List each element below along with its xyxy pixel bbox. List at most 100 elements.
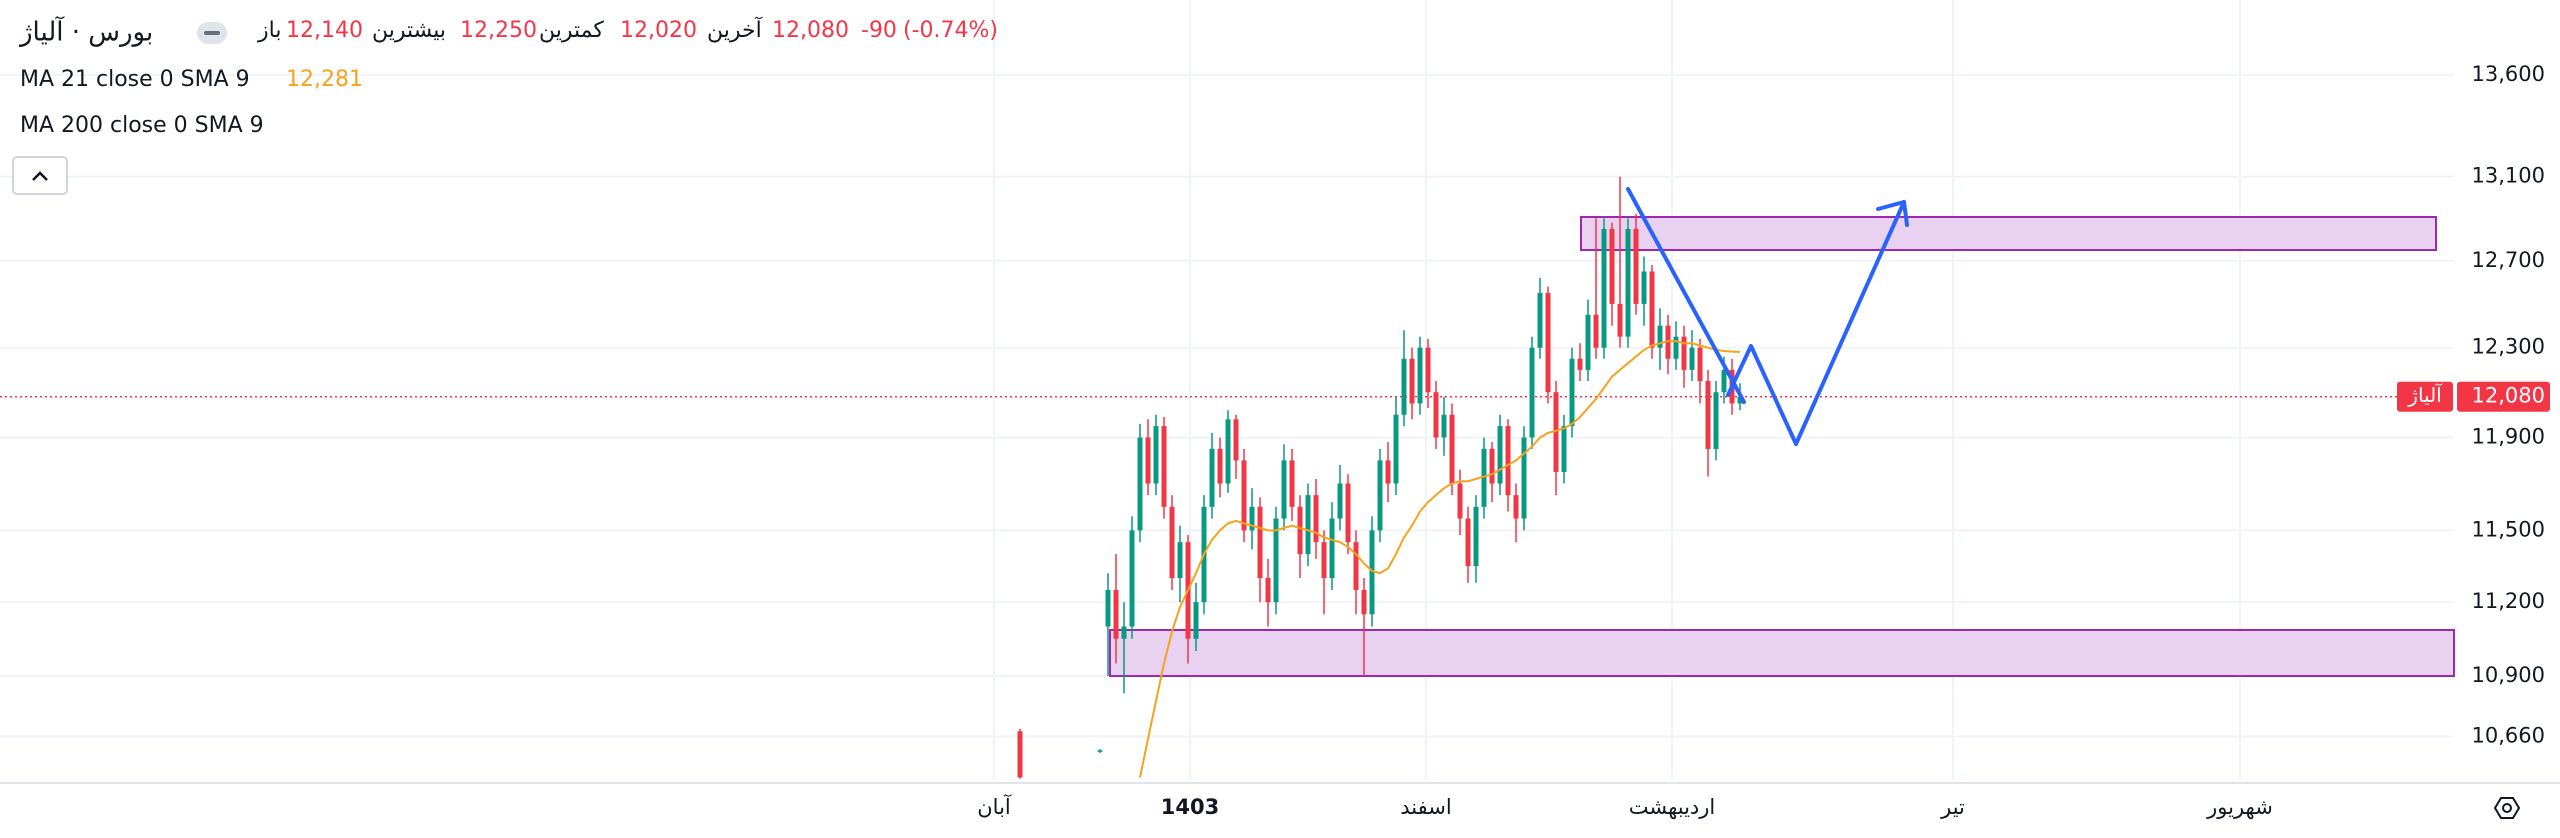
toggle-icon: [204, 31, 220, 35]
settings-icon: [2493, 797, 2521, 819]
candle-body: [1433, 392, 1439, 438]
change: -90: [861, 18, 897, 43]
zone-upper: [1580, 216, 2437, 251]
settings-button[interactable]: [2493, 797, 2521, 819]
candle-body: [1681, 336, 1687, 370]
candle-body: [1169, 506, 1175, 578]
candle-body: [1353, 542, 1359, 591]
candle-body: [1097, 750, 1103, 752]
candle-body: [1241, 460, 1247, 531]
collapse-button[interactable]: [12, 156, 68, 195]
candle-body: [1401, 358, 1407, 415]
last-value: 12,080: [772, 18, 849, 43]
candle-body: [1265, 577, 1271, 603]
candle-body: [1137, 437, 1143, 531]
candle-body: [1497, 426, 1503, 484]
candle-body: [1465, 518, 1471, 567]
open-label: باز: [257, 18, 281, 43]
candle-body: [1553, 392, 1559, 472]
candle-body: [1273, 518, 1279, 603]
y-tick-label: 12,700: [2472, 248, 2545, 272]
candle-body: [1713, 392, 1719, 449]
candle-body: [1705, 381, 1711, 449]
candle-body: [1337, 483, 1343, 519]
candle-body: [1513, 495, 1519, 519]
settings-icon-center: [2502, 803, 2512, 813]
candle-body: [1505, 426, 1511, 496]
trend-drawings: [1626, 187, 1909, 446]
candle-body: [1569, 358, 1575, 427]
change-percent: (-0.74%): [903, 18, 998, 43]
chevron: [32, 171, 48, 181]
x-tick-label: اسفند: [1400, 795, 1451, 819]
candle-body: [1121, 626, 1127, 639]
y-tick-label: 11,900: [2472, 424, 2545, 448]
x-tick-label: آبان: [977, 794, 1012, 819]
y-tick-label: 13,600: [2472, 62, 2545, 86]
candle-body: [1721, 369, 1727, 393]
candle-body: [1641, 271, 1647, 304]
candle-body: [1217, 448, 1223, 484]
candle-body: [1521, 437, 1527, 519]
candle-body: [1145, 437, 1151, 484]
ma21-legend[interactable]: MA 21 close 0 SMA 9: [20, 67, 250, 92]
zone-lower: [1109, 629, 2455, 677]
candle-body: [1281, 460, 1287, 519]
candle-body: [1321, 542, 1327, 578]
candle-body: [1409, 358, 1415, 404]
low-value: 12,020: [620, 18, 697, 43]
candle-body: [1369, 530, 1375, 615]
candle-body: [1161, 426, 1167, 507]
ma-line: [1139, 340, 1741, 778]
candle-body: [1481, 448, 1487, 507]
ma21-value: 12,281: [286, 67, 363, 92]
candle-body: [1233, 419, 1239, 461]
x-tick-label: اردیبهشت: [1629, 795, 1716, 819]
candle-body: [1441, 414, 1447, 438]
candle-body: [1393, 414, 1399, 484]
candle-body: [1649, 271, 1655, 348]
candle-body: [1297, 506, 1303, 555]
candle-body: [1545, 293, 1551, 393]
x-tick-label: شهریور: [2206, 795, 2273, 819]
price-tag-bg: [2457, 381, 2550, 412]
candle-body: [1449, 414, 1455, 484]
candle-body: [1425, 347, 1431, 393]
candle-body: [1153, 426, 1159, 484]
candle-body: [1177, 542, 1183, 578]
candle-body: [1129, 530, 1135, 627]
candle-body: [1593, 314, 1599, 348]
candle-body: [1377, 460, 1383, 531]
candle-body: [1193, 602, 1199, 639]
trend-line: [1626, 187, 1746, 404]
candle-body: [1209, 448, 1215, 507]
candle-body: [1313, 495, 1319, 543]
candle-body: [1537, 293, 1543, 348]
candle-body: [1617, 303, 1623, 337]
candle-body: [1017, 731, 1023, 778]
candle-body: [1249, 506, 1255, 531]
candle-body: [1361, 590, 1367, 615]
candle-body: [1329, 518, 1335, 578]
y-tick-label: 10,660: [2472, 723, 2545, 747]
candle-body: [1473, 506, 1479, 567]
candle-body: [1601, 228, 1607, 348]
candle-body: [1305, 495, 1311, 555]
candle-body: [1457, 483, 1463, 519]
candle-body: [1345, 483, 1351, 543]
candle-body: [1529, 347, 1535, 438]
y-tick-label: 12,300: [2472, 335, 2545, 359]
arrow-head: [1876, 200, 1909, 227]
x-tick-label: 1403: [1161, 795, 1219, 819]
plot: [0, 176, 2454, 779]
candle-body: [1609, 228, 1615, 304]
x-tick-label: تیر: [1940, 795, 1965, 819]
symbol-tag: آلیاژ: [2407, 382, 2443, 407]
candle-body: [1113, 590, 1119, 639]
ma200-legend[interactable]: MA 200 close 0 SMA 9: [20, 113, 264, 138]
grid: [0, 0, 2454, 780]
candle-body: [1657, 325, 1663, 348]
